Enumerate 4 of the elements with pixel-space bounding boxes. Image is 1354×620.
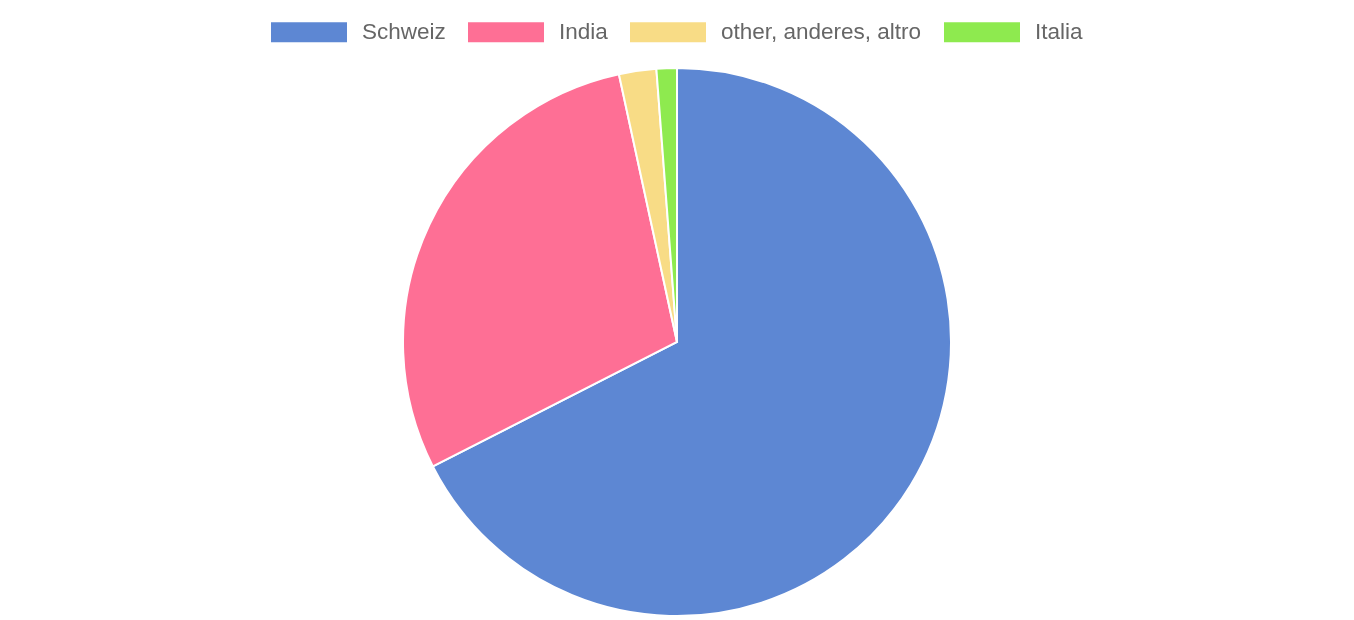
legend-label: other, anderes, altro [721, 19, 922, 45]
legend-label: Italia [1035, 19, 1084, 45]
legend-label: Schweiz [362, 19, 446, 45]
legend-label: India [559, 19, 609, 45]
